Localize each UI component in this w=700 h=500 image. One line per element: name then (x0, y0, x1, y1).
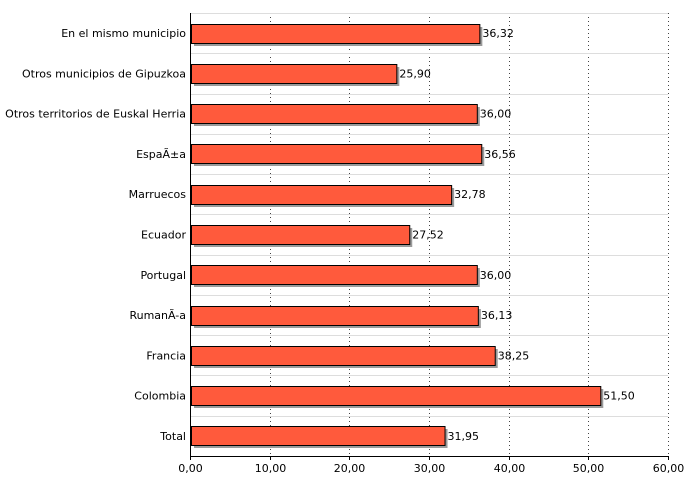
category-label: Otros territorios de Euskal Herria (5, 108, 186, 121)
bar (191, 346, 496, 366)
data-label: 32,78 (454, 188, 486, 201)
data-label: 36,32 (482, 27, 514, 40)
bar (191, 225, 411, 245)
bar (191, 144, 483, 164)
category-label: Marruecos (129, 188, 187, 201)
category-label: Colombia (134, 390, 186, 403)
value-labels: 36,32 25,90 36,00 36,56 32,78 27,52 36,00 36,13… (399, 27, 634, 443)
bar (191, 24, 481, 44)
category-label: Portugal (140, 269, 186, 282)
x-tick-label: 20,00 (334, 462, 366, 475)
data-label: 51,50 (603, 390, 635, 403)
axes: 0,00 10,00 20,00 30,00 40,00 50,00 60,00 (178, 13, 684, 475)
bar (191, 64, 398, 84)
data-label: 36,00 (480, 108, 512, 121)
data-label: 27,52 (412, 229, 444, 242)
category-label: Francia (146, 349, 186, 362)
category-label: Otros municipios de Gipuzkoa (22, 67, 186, 80)
data-label: 36,56 (484, 148, 516, 161)
bar (191, 185, 453, 205)
bar (191, 104, 478, 124)
bar (191, 306, 479, 326)
bars (191, 24, 604, 448)
category-label: Total (159, 430, 186, 443)
data-label: 36,13 (481, 309, 513, 322)
data-label: 38,25 (498, 349, 529, 362)
category-label: Ecuador (141, 229, 186, 242)
bar (191, 265, 478, 285)
bar (191, 386, 602, 406)
category-label: En el mismo municipio (61, 27, 186, 40)
data-label: 31,95 (448, 430, 480, 443)
category-label: RumanÃ-a (129, 309, 186, 322)
category-labels: En el mismo municipio Otros municipios de… (5, 27, 186, 443)
x-tick-label: 0,00 (178, 462, 203, 475)
x-tick-label: 40,00 (494, 462, 526, 475)
data-label: 25,90 (399, 67, 431, 80)
category-label: EspaÃ±a (136, 148, 186, 161)
data-label: 36,00 (480, 269, 512, 282)
bar (191, 426, 446, 446)
x-tick-label: 10,00 (255, 462, 287, 475)
x-tick-label: 50,00 (573, 462, 605, 475)
x-tick-label: 30,00 (414, 462, 446, 475)
x-tick-label: 60,00 (653, 462, 685, 475)
